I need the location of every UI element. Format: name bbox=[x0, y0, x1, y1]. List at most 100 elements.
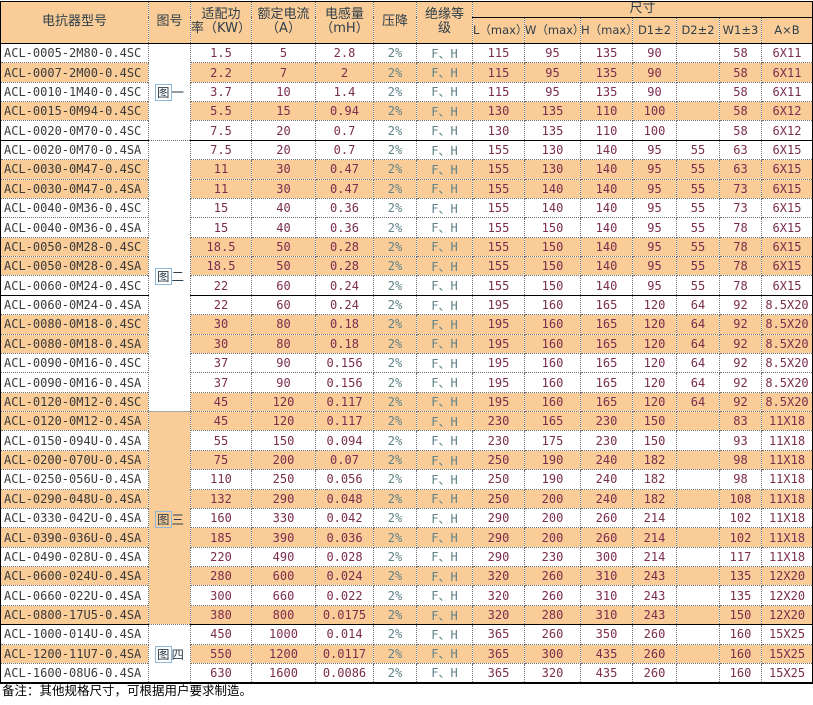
data-cell: 220 bbox=[190, 546, 252, 568]
data-cell: F、H bbox=[416, 662, 473, 684]
boxed-char: 图 bbox=[154, 646, 172, 663]
model-cell: ACL-0490-028U-0.4SA bbox=[0, 546, 149, 568]
data-cell: F、H bbox=[416, 507, 473, 529]
data-cell: 135 bbox=[524, 101, 581, 122]
data-cell: 195 bbox=[472, 372, 525, 393]
data-cell: 100 bbox=[632, 101, 677, 122]
data-cell: 6X15 bbox=[761, 197, 813, 219]
data-cell: 10 bbox=[251, 81, 316, 103]
data-cell: 0.036 bbox=[315, 527, 374, 548]
data-cell: F、H bbox=[416, 217, 473, 238]
data-cell: 260 bbox=[524, 624, 581, 645]
data-cell: 55 bbox=[676, 139, 720, 161]
header-figure: 图号 bbox=[148, 1, 191, 44]
data-cell: 5 bbox=[251, 42, 316, 64]
data-cell: 0.24 bbox=[315, 294, 374, 316]
data-cell: 6X15 bbox=[761, 236, 813, 258]
data-cell: 0.47 bbox=[315, 159, 374, 180]
data-cell: 58 bbox=[719, 42, 762, 64]
data-cell: 135 bbox=[580, 62, 633, 83]
data-cell: 2% bbox=[373, 81, 417, 103]
data-cell: F、H bbox=[416, 314, 473, 335]
data-cell: 300 bbox=[190, 585, 252, 606]
data-cell: 7 bbox=[251, 62, 316, 83]
data-cell: F、H bbox=[416, 643, 473, 664]
data-cell: 2% bbox=[373, 507, 417, 529]
data-cell: 75 bbox=[190, 449, 252, 471]
data-cell: 250 bbox=[472, 488, 525, 509]
data-cell: 60 bbox=[251, 294, 316, 316]
data-cell: 37 bbox=[190, 372, 252, 393]
boxed-char: 图 bbox=[154, 84, 172, 102]
data-cell: 30 bbox=[251, 178, 316, 199]
data-cell: 98 bbox=[719, 469, 762, 490]
table-row: ACL-0080-0M18-0.4SC 30 80 0.18 2% F、H 195 160 16… bbox=[0, 314, 813, 335]
data-cell: 230 bbox=[524, 546, 581, 568]
data-cell: 2% bbox=[373, 585, 417, 606]
data-cell: F、H bbox=[416, 372, 473, 393]
data-cell: 80 bbox=[251, 333, 316, 354]
data-cell: 2% bbox=[373, 546, 417, 568]
header-dim-col: D1±2 bbox=[632, 16, 677, 44]
data-cell: 1600 bbox=[251, 662, 316, 684]
data-cell: 78 bbox=[719, 236, 762, 258]
data-cell: 195 bbox=[472, 391, 525, 413]
data-cell: 64 bbox=[676, 352, 720, 374]
data-cell: 155 bbox=[472, 159, 525, 180]
model-cell: ACL-0150-094U-0.4SA bbox=[0, 430, 149, 451]
data-cell: 98 bbox=[719, 449, 762, 471]
data-cell: 160 bbox=[719, 643, 762, 664]
data-cell: 0.117 bbox=[315, 411, 374, 432]
model-cell: ACL-0020-0M70-0.4SA bbox=[0, 139, 149, 161]
data-cell: 92 bbox=[719, 314, 762, 335]
data-cell bbox=[676, 449, 720, 471]
data-cell: 2% bbox=[373, 120, 417, 141]
data-cell: 450 bbox=[190, 624, 252, 645]
data-cell: 2% bbox=[373, 256, 417, 277]
data-cell: F、H bbox=[416, 469, 473, 490]
data-cell: 58 bbox=[719, 62, 762, 83]
data-cell: 117 bbox=[719, 546, 762, 568]
data-cell: 0.18 bbox=[315, 333, 374, 354]
data-cell: 11X18 bbox=[761, 507, 813, 529]
data-cell bbox=[676, 643, 720, 664]
model-cell: ACL-0090-0M16-0.4SA bbox=[0, 372, 149, 393]
table-row: ACL-0600-024U-0.4SA 280 600 0.024 2% F、H 320 26… bbox=[0, 566, 813, 587]
data-cell: 55 bbox=[676, 178, 720, 199]
data-cell: 150 bbox=[719, 604, 762, 626]
data-cell: 260 bbox=[524, 585, 581, 606]
data-cell: 11X18 bbox=[761, 449, 813, 471]
data-cell: 250 bbox=[251, 469, 316, 490]
data-cell: 120 bbox=[632, 314, 677, 335]
data-cell: 18.5 bbox=[190, 256, 252, 277]
data-cell: 135 bbox=[719, 585, 762, 606]
data-cell: 230 bbox=[472, 411, 525, 432]
model-cell: ACL-0060-0M24-0.4SA bbox=[0, 294, 149, 316]
data-cell: 120 bbox=[251, 391, 316, 413]
data-cell: 130 bbox=[524, 139, 581, 161]
data-cell: 0.18 bbox=[315, 314, 374, 335]
data-cell: F、H bbox=[416, 256, 473, 277]
model-cell: ACL-0080-0M18-0.4SA bbox=[0, 333, 149, 354]
data-cell: 0.36 bbox=[315, 197, 374, 219]
data-cell: 160 bbox=[190, 507, 252, 529]
data-cell: 2% bbox=[373, 604, 417, 626]
data-cell: F、H bbox=[416, 430, 473, 451]
model-cell: ACL-0020-0M70-0.4SC bbox=[0, 120, 149, 141]
data-cell: 290 bbox=[472, 507, 525, 529]
data-cell: 78 bbox=[719, 256, 762, 277]
header-current: 额定电流 （A） bbox=[251, 1, 316, 44]
data-cell: 115 bbox=[472, 81, 525, 103]
data-cell: 185 bbox=[190, 527, 252, 548]
data-cell: 6X11 bbox=[761, 42, 813, 64]
data-cell: 200 bbox=[251, 449, 316, 471]
table-row: ACL-0150-094U-0.4SA 55 150 0.094 2% F、H 230 175… bbox=[0, 430, 813, 451]
data-cell: 155 bbox=[472, 236, 525, 258]
data-cell: 160 bbox=[719, 662, 762, 684]
data-cell: F、H bbox=[416, 81, 473, 103]
data-cell: 2% bbox=[373, 217, 417, 238]
data-cell: 550 bbox=[190, 643, 252, 664]
data-cell: F、H bbox=[416, 275, 473, 296]
model-cell: ACL-0040-0M36-0.4SC bbox=[0, 197, 149, 219]
data-cell: 64 bbox=[676, 294, 720, 316]
